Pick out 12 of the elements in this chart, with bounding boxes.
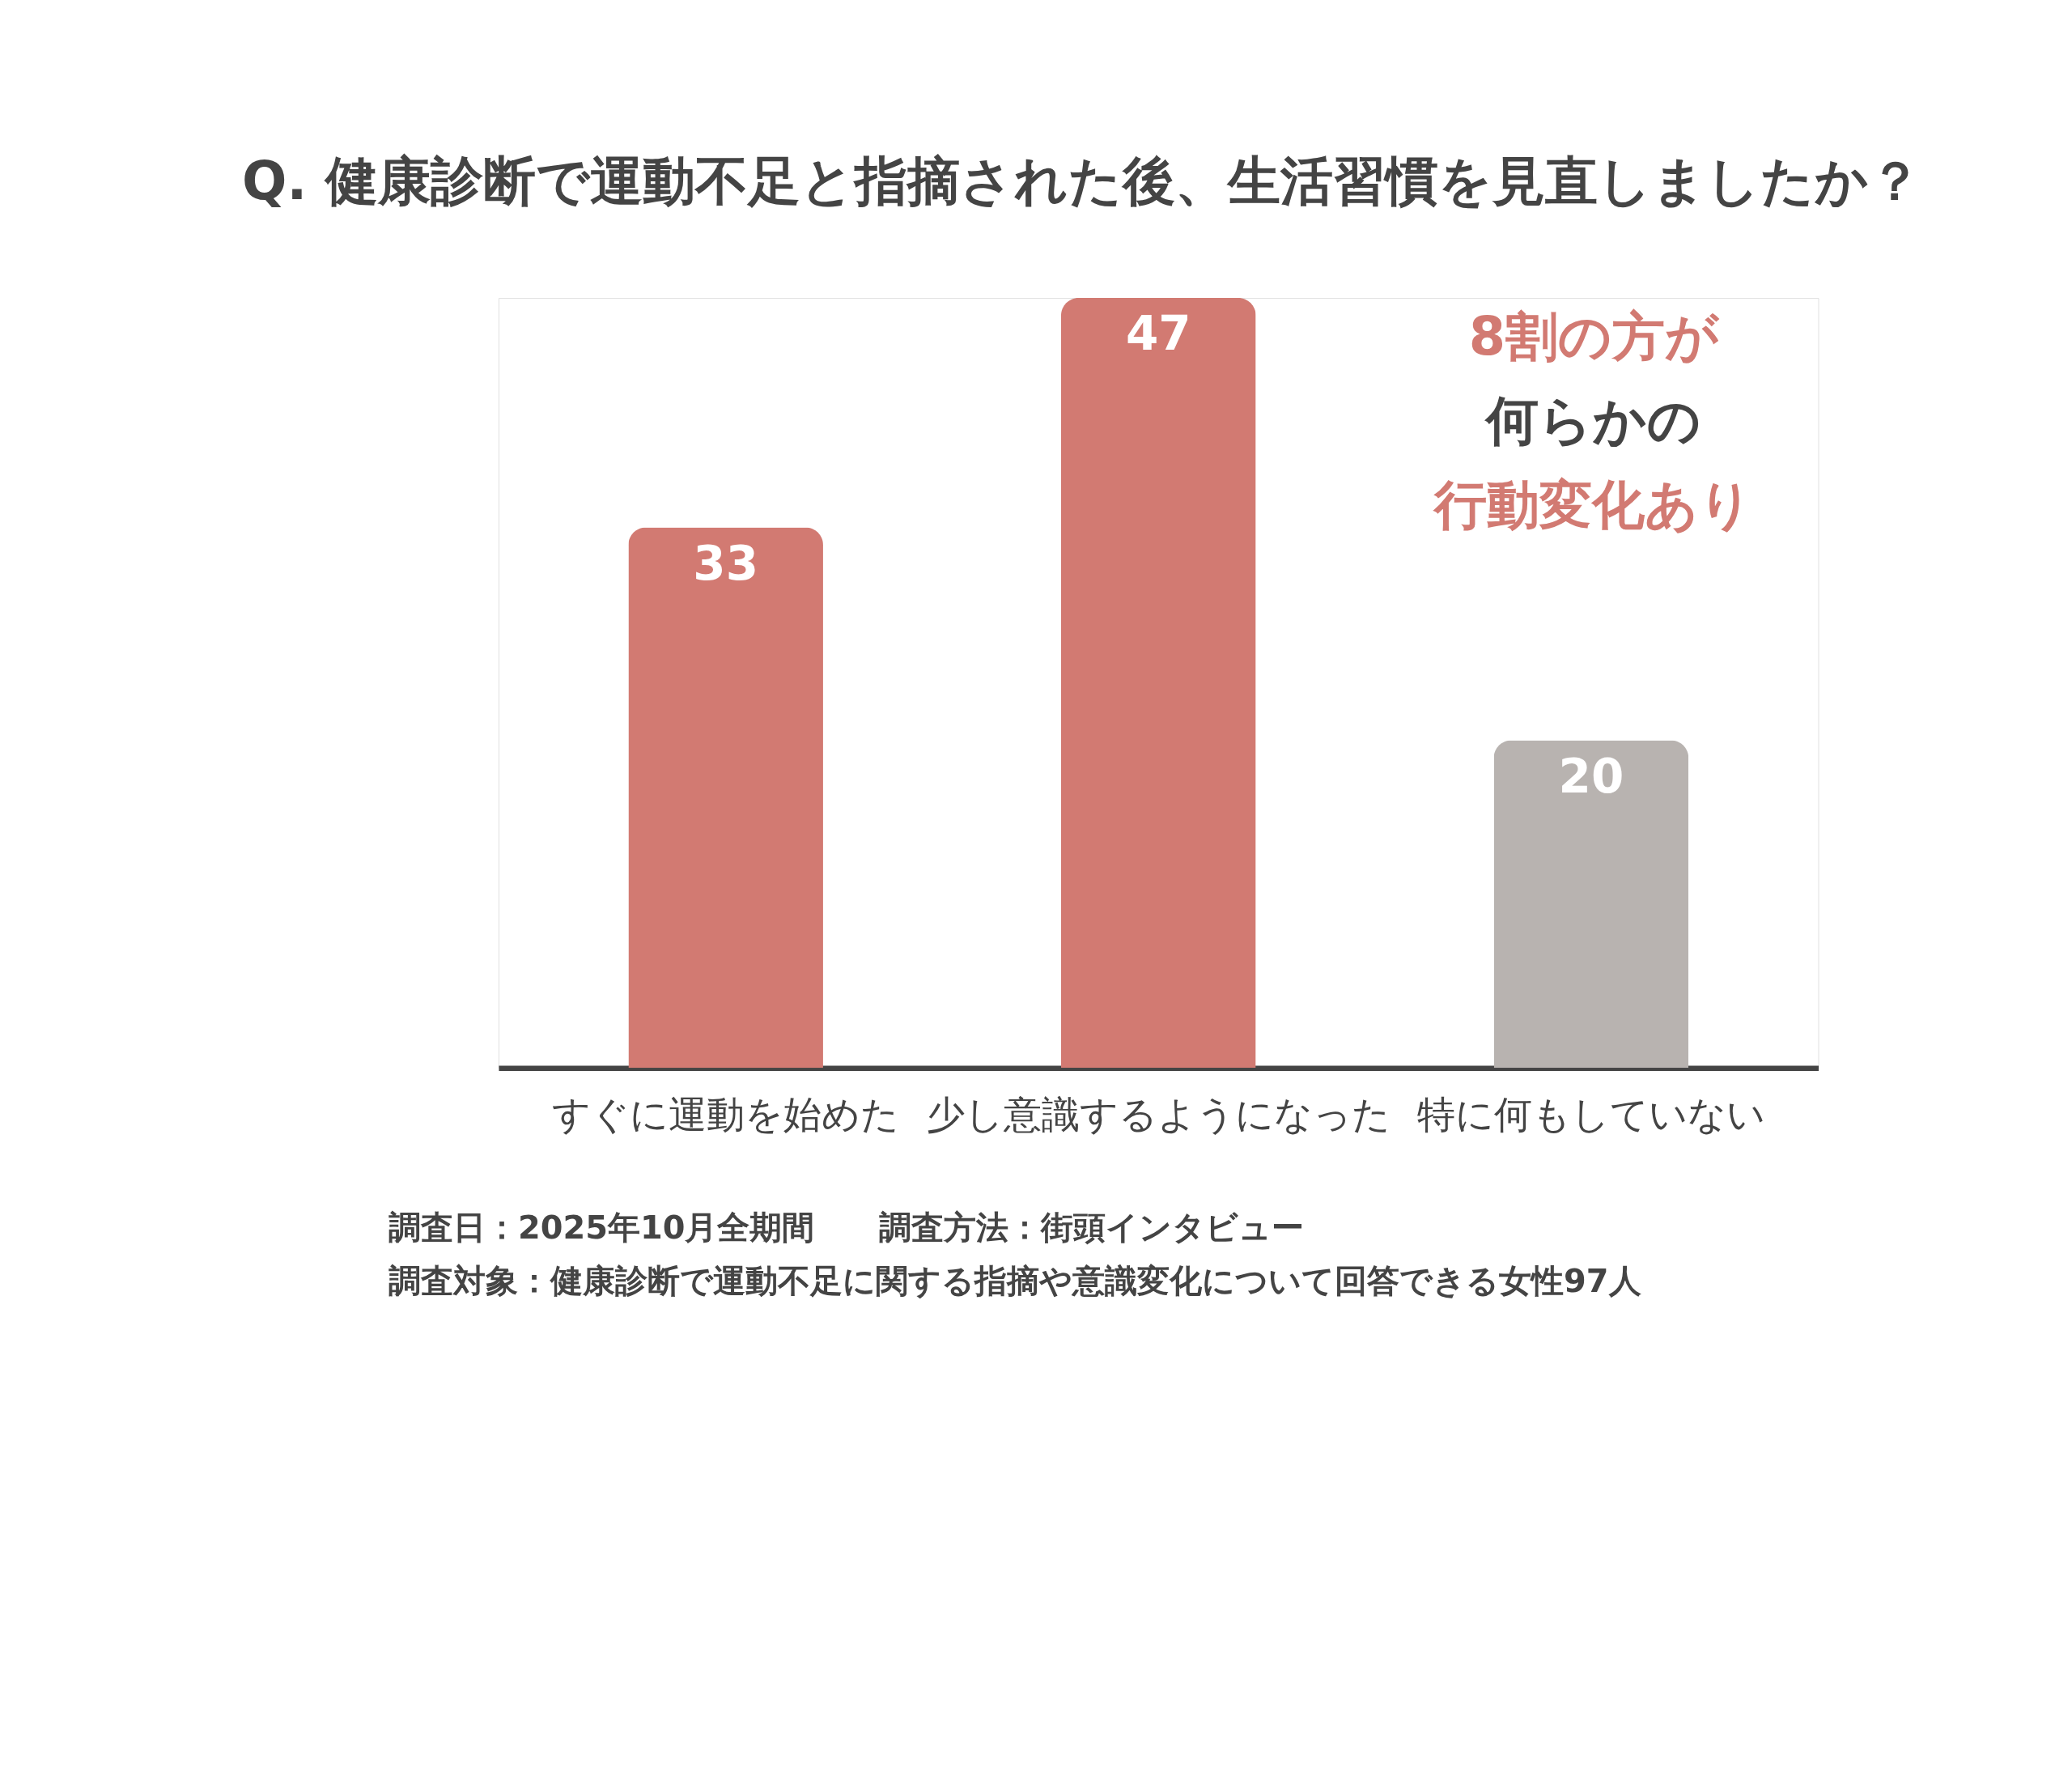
text: 調査対象：健康診断で運動不足に関する指摘や意識変化について回答できる女性97人 [388, 1261, 1641, 1299]
x-tick-label: すぐに運動を始めた [552, 1092, 900, 1137]
annotation: 何らかの [1484, 389, 1702, 452]
data-label: 20 [1558, 748, 1624, 804]
chart-title: Q. 健康診断で運動不足と指摘された後、生活習慣を見直しましたか？ [241, 149, 1921, 211]
annotation: 行動変化あり [1433, 474, 1754, 536]
annotation: 8割の方が [1468, 304, 1721, 367]
data-label: 33 [693, 535, 758, 591]
x-tick-label: 少し意識するようになった [926, 1092, 1391, 1137]
data-label: 47 [1125, 306, 1191, 362]
x-tick-label: 特に何もしていない [1416, 1092, 1765, 1137]
text: 調査日：2025年10月全期間 調査方法：街頭インタビュー [388, 1209, 1305, 1247]
